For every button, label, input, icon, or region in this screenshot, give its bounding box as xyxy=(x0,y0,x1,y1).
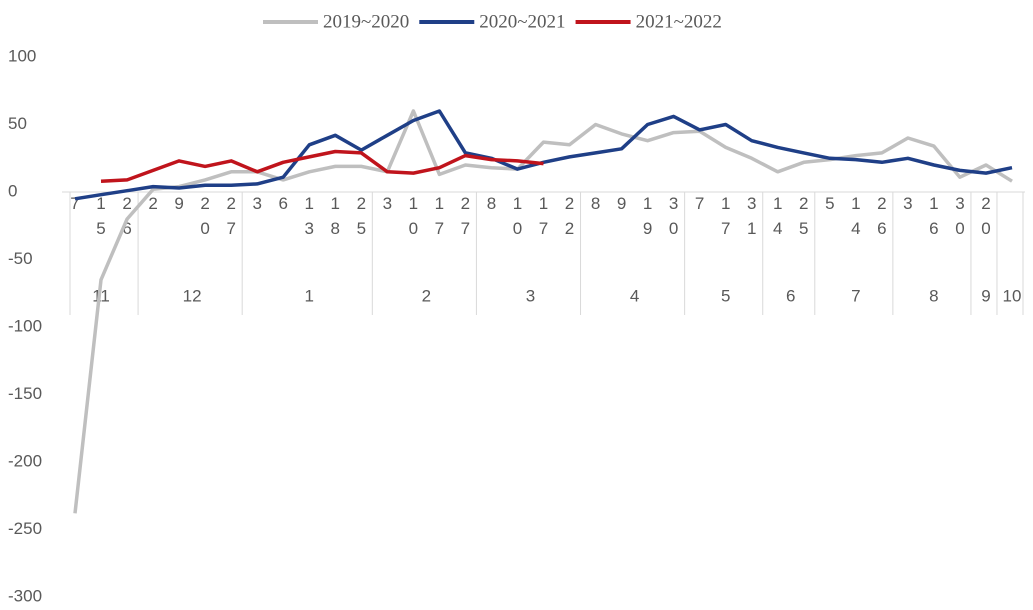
x-tick-label: 20 xyxy=(196,194,215,244)
x-tick-label: 5 xyxy=(820,194,839,219)
legend-label: 2020~2021 xyxy=(479,11,565,32)
x-tick-label: 17 xyxy=(430,194,449,244)
x-tick-label: 17 xyxy=(716,194,735,244)
x-tick-label: 14 xyxy=(846,194,865,244)
group-label: 9 xyxy=(981,286,990,305)
x-tick-label: 17 xyxy=(534,194,553,244)
x-tick-label: 30 xyxy=(950,194,969,244)
group-label: 3 xyxy=(526,286,535,305)
x-tick-label: 22 xyxy=(560,194,579,244)
x-tick-label: 10 xyxy=(508,194,527,244)
x-tick-label: 30 xyxy=(664,194,683,244)
y-tick-label: -250 xyxy=(8,519,42,538)
x-tick-label: 27 xyxy=(222,194,241,244)
x-tick-label: 27 xyxy=(456,194,475,244)
group-label: 7 xyxy=(851,286,860,305)
x-tick-label: 9 xyxy=(612,194,631,219)
group-label: 12 xyxy=(183,286,202,305)
x-tick-label: 19 xyxy=(638,194,657,244)
group-label: 4 xyxy=(630,286,639,305)
x-tick-label: 14 xyxy=(768,194,787,244)
x-tick-label: 3 xyxy=(248,194,267,219)
group-label: 10 xyxy=(1003,286,1022,305)
x-tick-label: 13 xyxy=(300,194,319,244)
y-tick-label: 0 xyxy=(8,181,17,200)
x-tick-label: 25 xyxy=(794,194,813,244)
group-label: 1 xyxy=(305,286,314,305)
series-line xyxy=(100,149,544,183)
x-tick-label: 8 xyxy=(482,194,501,219)
x-tick-label: 26 xyxy=(872,194,891,244)
legend-label: 2021~2022 xyxy=(636,11,722,32)
x-tick-label: 6 xyxy=(274,194,293,219)
y-tick-label: -150 xyxy=(8,384,42,403)
group-label: 6 xyxy=(786,286,795,305)
y-tick-label: -100 xyxy=(8,316,42,335)
x-tick-label: 3 xyxy=(898,194,917,219)
y-tick-label: 50 xyxy=(8,114,27,133)
y-tick-label: 100 xyxy=(8,46,36,65)
x-tick-label: 8 xyxy=(586,194,605,219)
y-tick-label: -50 xyxy=(8,249,33,268)
group-label: 5 xyxy=(721,286,730,305)
x-tick-label: 9 xyxy=(170,194,189,219)
y-tick-label: -200 xyxy=(8,451,42,470)
x-tick-label: 10 xyxy=(404,194,423,244)
x-tick-label: 7 xyxy=(66,194,85,219)
x-tick-label: 7 xyxy=(690,194,709,219)
x-tick-label: 3 xyxy=(378,194,397,219)
x-tick-label: 15 xyxy=(92,194,111,244)
series-line xyxy=(73,109,1013,514)
x-tick-label: 16 xyxy=(924,194,943,244)
y-tick-label: -300 xyxy=(8,586,42,605)
group-label: 8 xyxy=(929,286,938,305)
legend-label: 2019~2020 xyxy=(323,11,409,32)
x-tick-label: 25 xyxy=(352,194,371,244)
x-tick-label: 18 xyxy=(326,194,345,244)
group-label: 2 xyxy=(422,286,431,305)
group-label: 11 xyxy=(92,286,110,305)
x-tick-label: 2 xyxy=(144,194,163,219)
x-tick-label: 20 xyxy=(976,194,995,244)
x-tick-label: 31 xyxy=(742,194,761,244)
